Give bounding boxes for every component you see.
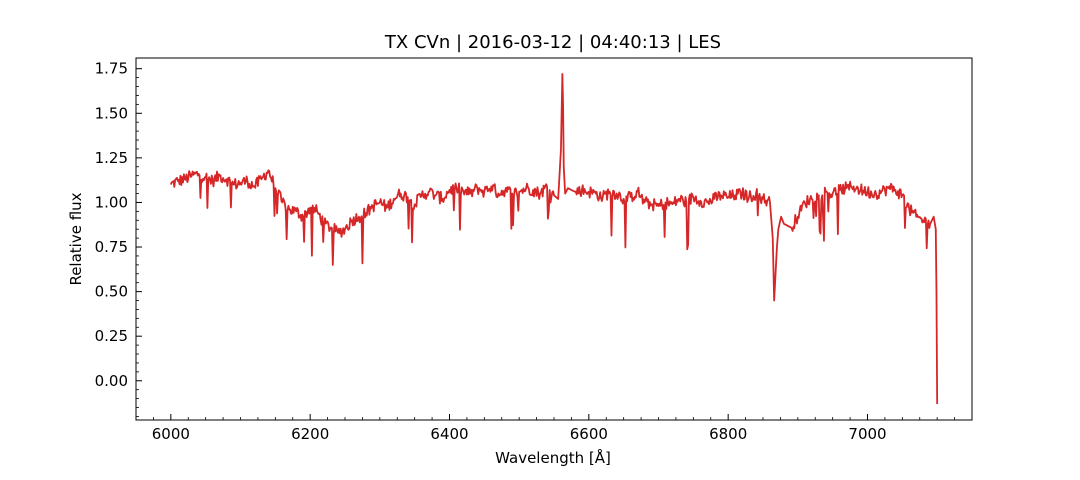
y-axis-label: Relative flux xyxy=(67,192,85,285)
plot-area xyxy=(169,73,939,404)
x-axis-label: Wavelength [Å] xyxy=(495,448,611,467)
spectrum-line xyxy=(169,73,939,404)
y-tick-label: 1.50 xyxy=(95,104,128,122)
x-tick-label: 6800 xyxy=(709,425,747,443)
y-tick-label: 0.50 xyxy=(95,283,128,301)
y-tick-label: 0.75 xyxy=(95,238,128,256)
y-tick-label: 0.00 xyxy=(95,372,128,390)
axes-frame xyxy=(135,57,973,421)
x-axis-ticks: 6000 6200 6400 6600 6800 7000 xyxy=(135,414,973,443)
y-axis-ticks: 0.00 0.25 0.50 0.75 1.00 1.25 1.50 1.75 xyxy=(95,60,142,417)
x-tick-label: 6000 xyxy=(152,425,190,443)
y-tick-label: 0.25 xyxy=(95,327,128,345)
x-tick-label: 6200 xyxy=(291,425,329,443)
x-tick-label: 6600 xyxy=(570,425,608,443)
y-tick-label: 1.75 xyxy=(95,60,128,78)
y-tick-label: 1.00 xyxy=(95,193,128,211)
y-tick-label: 1.25 xyxy=(95,149,128,167)
x-tick-label: 7000 xyxy=(848,425,886,443)
x-tick-label: 6400 xyxy=(430,425,468,443)
chart-title: TX CVn | 2016-03-12 | 04:40:13 | LES xyxy=(384,32,721,53)
